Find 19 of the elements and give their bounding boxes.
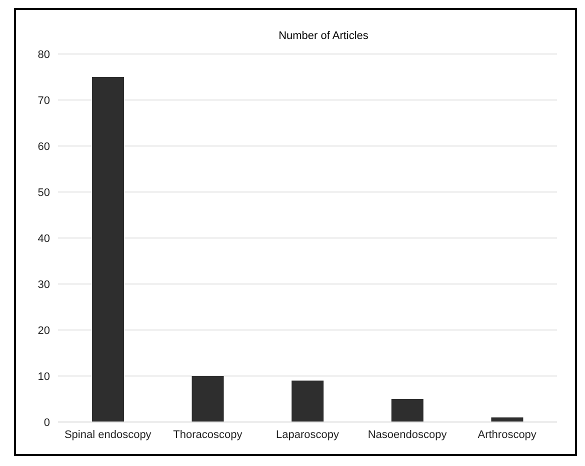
y-tick-label: 40	[38, 232, 50, 245]
bar	[92, 77, 124, 422]
x-tick-label: Arthroscopy	[478, 428, 537, 441]
y-tick-label: 0	[44, 416, 50, 429]
y-tick-label: 70	[38, 94, 50, 107]
x-tick-label: Spinal endoscopy	[64, 428, 152, 441]
y-tick-label: 30	[38, 278, 50, 291]
y-tick-label: 50	[38, 186, 50, 199]
y-tick-label: 20	[38, 324, 50, 337]
chart-title: Number of Articles	[278, 29, 370, 42]
x-tick-label: Nasoendoscopy	[368, 428, 448, 441]
y-tick-label: 10	[38, 370, 50, 383]
y-tick-label: 80	[38, 48, 50, 61]
x-tick-label: Laparoscopy	[276, 428, 340, 441]
bar	[292, 380, 324, 422]
y-tick-label: 60	[38, 140, 50, 153]
x-tick-label: Thoracoscopy	[173, 428, 243, 441]
bar	[192, 376, 224, 422]
bar	[391, 399, 424, 422]
